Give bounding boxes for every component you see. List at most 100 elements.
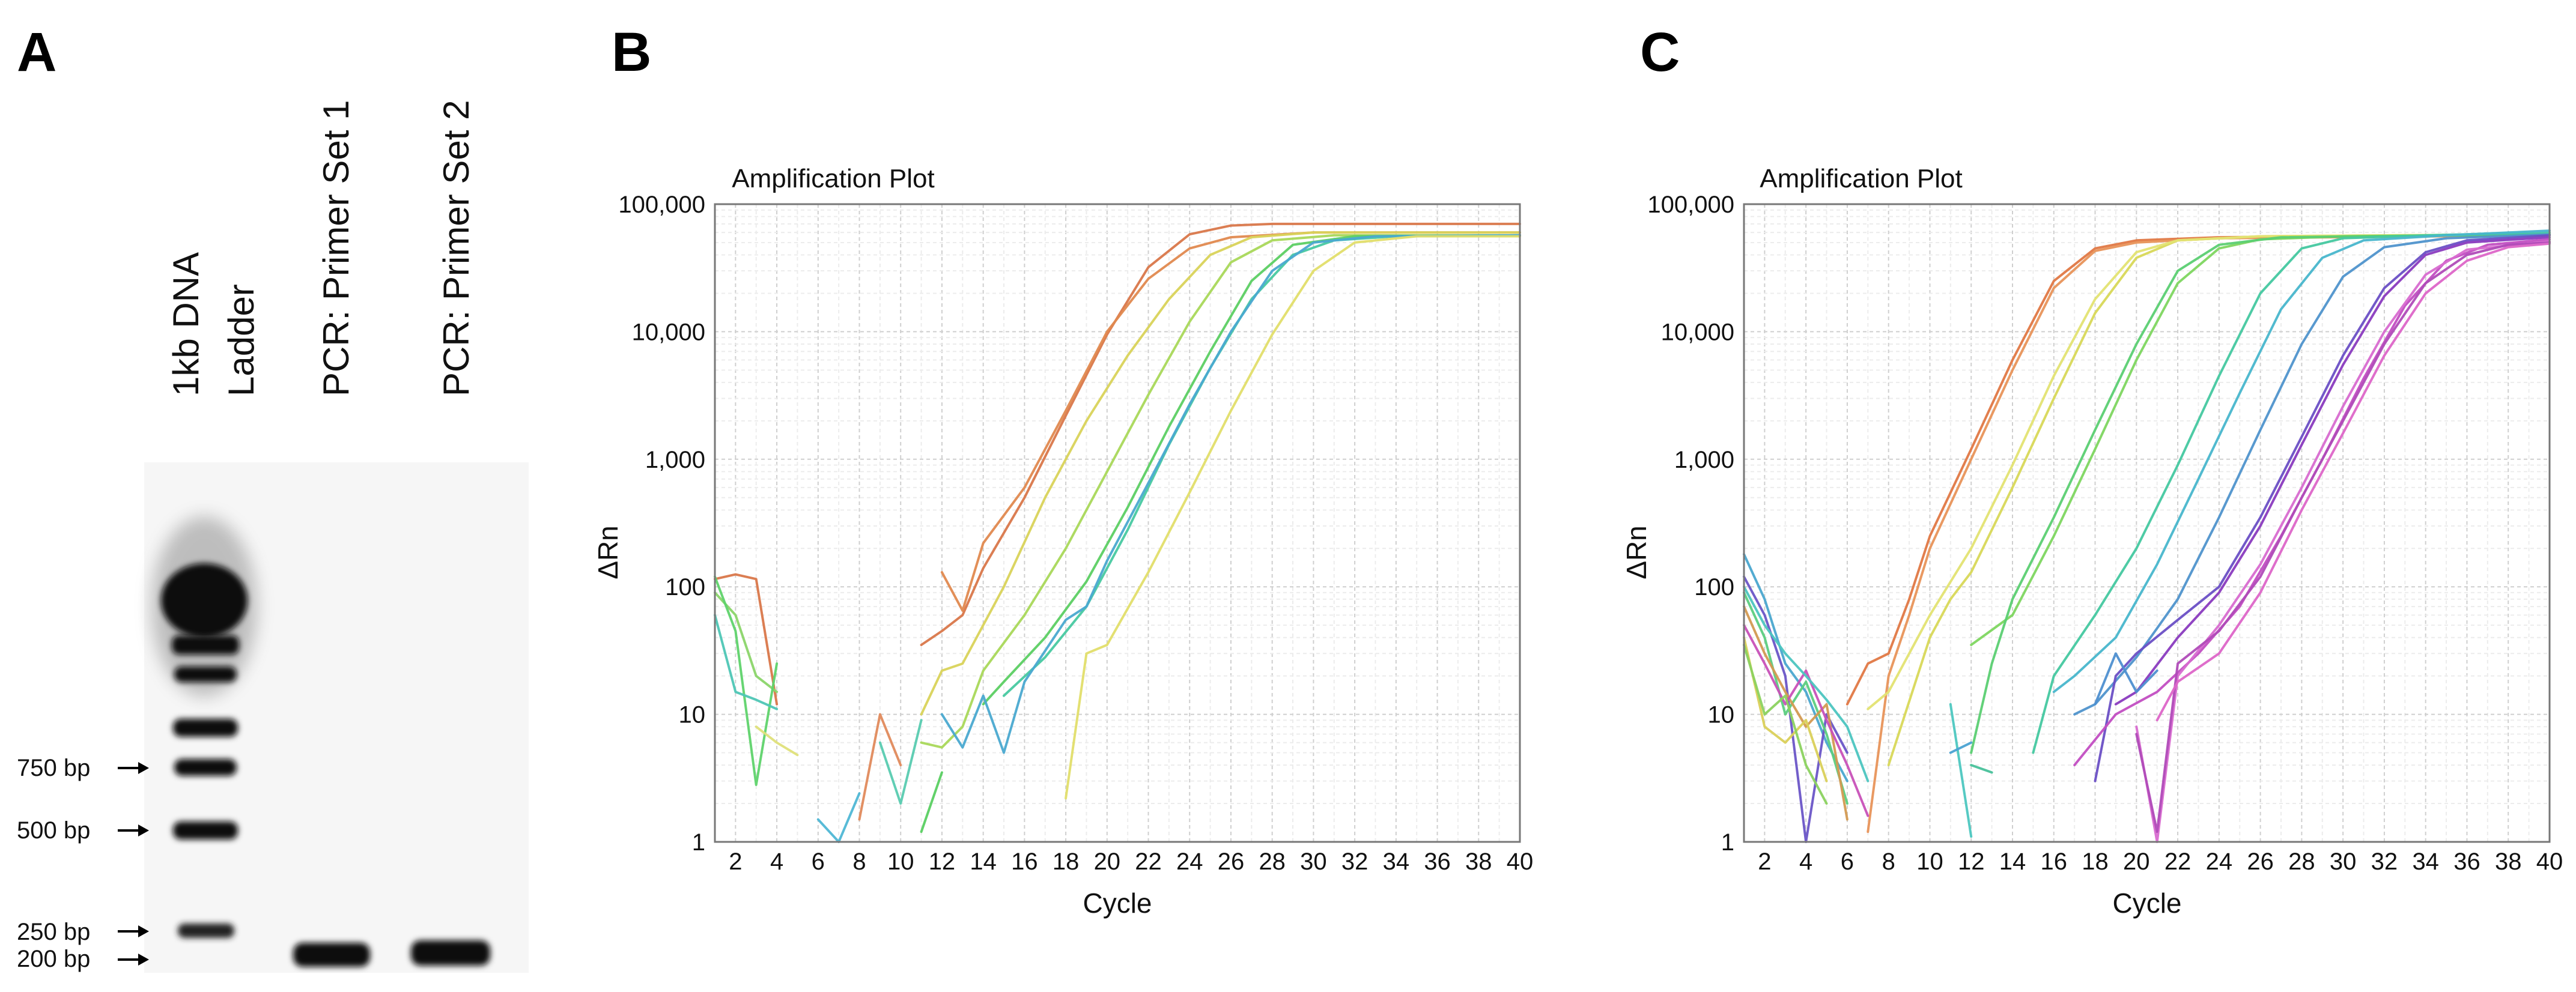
x-tick-label: 30 bbox=[1300, 848, 1327, 875]
panel-letter-c: C bbox=[1640, 22, 1680, 83]
series-line-c7 bbox=[2032, 231, 2551, 754]
series-line-s4 bbox=[920, 231, 1521, 716]
x-tick-label: 40 bbox=[2536, 848, 2563, 875]
x-tick-label: 32 bbox=[1341, 848, 1368, 875]
x-tick-label: 36 bbox=[2453, 848, 2480, 875]
x-tick-label: 2 bbox=[729, 848, 742, 875]
series-line-c14 bbox=[2135, 241, 2551, 833]
plot-frame bbox=[714, 203, 1521, 843]
series-line-c24 bbox=[1949, 703, 1973, 838]
x-tick-label: 20 bbox=[1094, 848, 1121, 875]
series-line-c25 bbox=[1949, 741, 1973, 754]
x-tick-label: 22 bbox=[1135, 848, 1162, 875]
chart-title: Amplification Plot bbox=[1760, 164, 1962, 193]
y-tick-label: 100 bbox=[1694, 574, 1734, 600]
panel-letter-a: A bbox=[17, 22, 56, 83]
y-tick-label: 1 bbox=[692, 829, 705, 856]
y-tick-label: 10 bbox=[1708, 702, 1735, 728]
marker-label-250: 250 bp bbox=[17, 919, 90, 945]
ladder-band bbox=[174, 667, 237, 682]
series-line-s5 bbox=[920, 234, 1521, 749]
series-line-c19 bbox=[1743, 605, 1848, 821]
series-line-c13 bbox=[2135, 240, 2551, 843]
series-line-s3 bbox=[714, 573, 779, 706]
marker-arrowhead-750 bbox=[138, 762, 149, 774]
grid bbox=[1743, 204, 2550, 842]
marker-arrowhead-250 bbox=[138, 925, 149, 937]
lane-label-primer-set-1: PCR: Primer Set 1 bbox=[316, 100, 356, 396]
series-line-s2 bbox=[940, 231, 1521, 612]
pcr-band-primer-set-2 bbox=[411, 940, 490, 966]
x-tick-label: 14 bbox=[1999, 848, 2026, 875]
x-tick-label: 34 bbox=[1383, 848, 1410, 875]
x-tick-label: 36 bbox=[1424, 848, 1451, 875]
x-tick-label: 22 bbox=[2164, 848, 2192, 875]
series bbox=[714, 222, 1521, 843]
x-tick-label: 8 bbox=[852, 848, 866, 875]
series-line-c22 bbox=[1743, 644, 1828, 805]
pcr-band-primer-set-1 bbox=[293, 943, 370, 967]
ticks: 2 4 6 8 10 12 14 16 18 20 22 24 26 28 30 32 34 36 38 401101… bbox=[1647, 192, 2563, 875]
x-tick-label: 18 bbox=[1053, 848, 1080, 875]
series-line-c15 bbox=[2155, 242, 2551, 722]
x-tick-label: 6 bbox=[1841, 848, 1854, 875]
y-tick-label: 1 bbox=[1721, 829, 1734, 856]
x-tick-label: 4 bbox=[1799, 848, 1812, 875]
x-tick-label: 34 bbox=[2412, 848, 2439, 875]
ladder-band-750 bbox=[174, 759, 237, 776]
series-line-c18 bbox=[1743, 591, 1848, 805]
x-tick-label: 10 bbox=[1916, 848, 1943, 875]
x-tick-label: 24 bbox=[1176, 848, 1203, 875]
ticks: 2 4 6 8 10 12 14 16 18 20 22 24 26 28 30 32 34 36 38 401101… bbox=[618, 192, 1533, 875]
chart-title: Amplification Plot bbox=[732, 164, 934, 193]
y-tick-label: 10,000 bbox=[632, 319, 705, 345]
series-line-s15 bbox=[858, 713, 902, 821]
x-tick-label: 30 bbox=[2330, 848, 2357, 875]
series bbox=[1743, 229, 2551, 843]
x-axis-label: Cycle bbox=[2112, 888, 2181, 919]
series-line-c8 bbox=[2052, 229, 2551, 694]
x-tick-label: 16 bbox=[2041, 848, 2068, 875]
ladder-band-250 bbox=[178, 924, 234, 938]
lane-label-ladder-line2: Ladder bbox=[221, 284, 261, 396]
x-tick-label: 18 bbox=[2082, 848, 2109, 875]
series-line-c10 bbox=[2094, 234, 2551, 782]
x-tick-label: 26 bbox=[1218, 848, 1245, 875]
x-tick-label: 16 bbox=[1011, 848, 1038, 875]
y-tick-label: 1,000 bbox=[1674, 447, 1734, 473]
series-line-c11 bbox=[2114, 236, 2551, 706]
series-line-c16 bbox=[1743, 553, 1848, 782]
x-tick-label: 38 bbox=[2495, 848, 2522, 875]
series-line-c23 bbox=[1743, 585, 1870, 782]
x-tick-label: 24 bbox=[2206, 848, 2233, 875]
ladder-lane bbox=[151, 516, 257, 938]
x-tick-label: 2 bbox=[1758, 848, 1771, 875]
y-tick-label: 100,000 bbox=[618, 192, 705, 218]
x-axis-label: Cycle bbox=[1083, 888, 1152, 919]
x-tick-label: 10 bbox=[887, 848, 914, 875]
series-line-s12 bbox=[755, 725, 799, 757]
y-tick-label: 100 bbox=[665, 574, 705, 600]
y-tick-label: 10 bbox=[679, 702, 706, 728]
x-tick-label: 28 bbox=[1259, 848, 1286, 875]
series-line-s8 bbox=[940, 234, 1521, 754]
series-line-c6 bbox=[1970, 233, 2551, 754]
series-line-s9 bbox=[1065, 235, 1521, 800]
marker-label-200: 200 bp bbox=[17, 946, 90, 972]
x-tick-label: 8 bbox=[1882, 848, 1895, 875]
series-line-c12 bbox=[2073, 238, 2551, 767]
y-axis-label: ΔRn bbox=[1621, 525, 1652, 579]
x-tick-label: 32 bbox=[2371, 848, 2398, 875]
amplification-plot-b: Amplification Plot 2 4 6 8 10 12 14 16 18 20 22 24 2… bbox=[592, 164, 1533, 919]
x-tick-label: 6 bbox=[812, 848, 825, 875]
series-line-c21 bbox=[1743, 636, 1828, 782]
series-line-s17 bbox=[920, 771, 943, 833]
marker-label-750: 750 bp bbox=[17, 755, 90, 781]
series-line-c26 bbox=[1970, 764, 1993, 774]
x-tick-label: 12 bbox=[1958, 848, 1985, 875]
x-tick-label: 38 bbox=[1465, 848, 1492, 875]
y-tick-label: 10,000 bbox=[1661, 319, 1734, 345]
lane-label-ladder-line1: 1kb DNA bbox=[166, 252, 206, 396]
panel-letter-b: B bbox=[612, 22, 651, 83]
